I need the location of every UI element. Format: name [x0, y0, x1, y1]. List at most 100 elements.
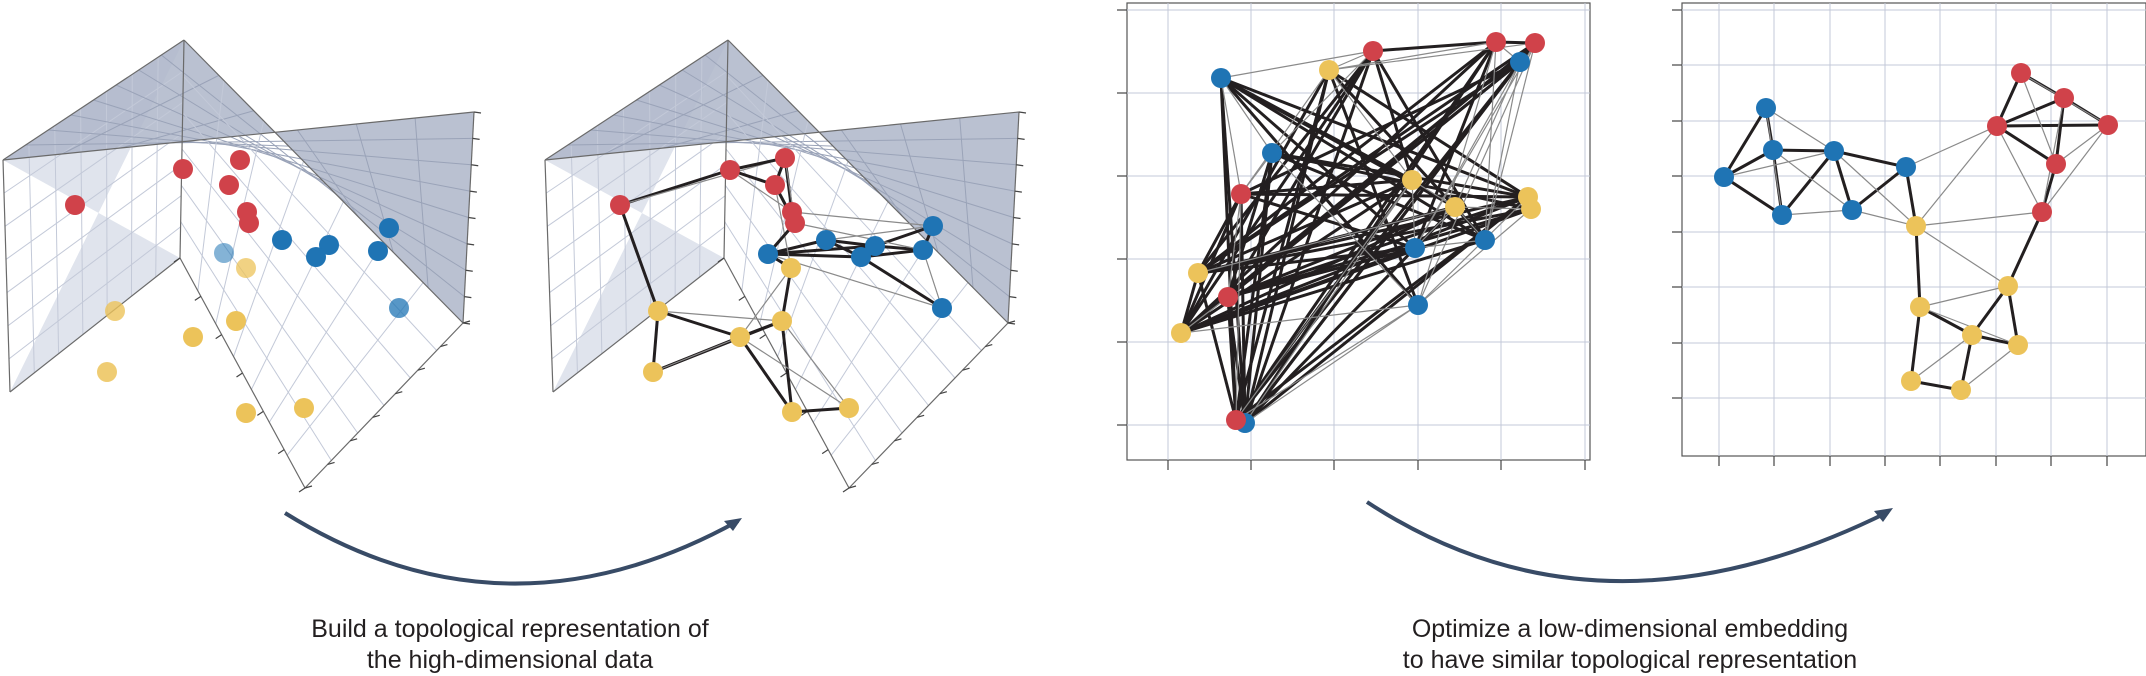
grid-line [180, 185, 359, 434]
thick-edge [1996, 124, 2057, 166]
axis-tick [871, 461, 879, 466]
thin-edge [1833, 150, 1917, 227]
blue-point [1756, 98, 1776, 118]
yellow-point [294, 398, 314, 418]
axis-tick [985, 343, 993, 348]
thick-edge [1996, 123, 2109, 128]
thick-edge [1197, 195, 1529, 275]
blue-point [214, 243, 234, 263]
thin-edge [1244, 304, 1419, 424]
grid-line [54, 125, 60, 354]
red-point [239, 213, 259, 233]
grid-line [649, 91, 652, 316]
blue-point [389, 298, 409, 318]
blue-point [851, 247, 871, 267]
left-arrow-head [724, 518, 742, 531]
thick-edge [1243, 69, 1331, 424]
axis-tick [894, 438, 902, 442]
thick-edge [1227, 195, 1529, 299]
thick-edge [1197, 178, 1413, 275]
axis-tick [738, 295, 746, 301]
axis-tick [257, 410, 264, 416]
yellow-point [1910, 297, 1930, 317]
thick-edge [1180, 178, 1413, 335]
blue-point [1408, 295, 1428, 315]
blue-point [319, 235, 339, 255]
axis-tick [465, 269, 473, 272]
axis-tick [916, 414, 925, 418]
thick-edge [1909, 306, 1922, 382]
back-wall [545, 40, 1019, 323]
thick-edge [1832, 150, 1854, 211]
axis-tick [1010, 269, 1018, 272]
axis-tick [395, 391, 403, 395]
axis-edge [544, 39, 729, 161]
blue-point [1824, 141, 1844, 161]
panel-2d-optimized-embedding [1672, 2, 2146, 466]
yellow-point [839, 398, 859, 418]
thin-edge [739, 267, 792, 338]
thin-edge [2055, 124, 2109, 165]
thin-edge [922, 249, 943, 309]
right-arrow-curve [1365, 500, 1889, 583]
yellow-point [236, 403, 256, 423]
grid-line [674, 74, 677, 297]
yellow-point [1962, 325, 1982, 345]
axis-tick [327, 461, 335, 466]
grid-line [4, 101, 184, 227]
axis-tick [298, 487, 306, 493]
thick-edge [767, 244, 876, 256]
thin-edge [1414, 61, 1521, 249]
grid-line [547, 101, 728, 227]
yellow-point [1901, 371, 1921, 391]
red-point [2046, 154, 2066, 174]
thin-edge [1915, 125, 1998, 227]
thick-edge [1780, 150, 1836, 216]
red-point [219, 175, 239, 195]
yellow-point [772, 311, 792, 331]
thin-edge [1220, 77, 1242, 195]
yellow-point [236, 258, 256, 278]
thin-edge [1235, 193, 1242, 421]
axis-tick [464, 296, 472, 299]
thin-edge [1765, 107, 1835, 152]
grid-line [93, 99, 469, 218]
thin-edge [619, 157, 786, 206]
axis-tick [467, 243, 475, 246]
yellow-point [782, 402, 802, 422]
axis-edge [723, 39, 729, 259]
thin-edge [1484, 41, 1497, 241]
thin-edge [1910, 334, 1973, 382]
grid-line [155, 57, 159, 278]
yellow-point [648, 301, 668, 321]
thin-edge [1411, 179, 1416, 249]
axis-edge [183, 39, 464, 324]
thin-edge [1235, 304, 1419, 421]
axis-tick [1012, 243, 1020, 246]
thin-edge [1414, 239, 1486, 249]
yellow-point [781, 258, 801, 278]
grid-line [681, 69, 1012, 271]
red-point [720, 160, 740, 180]
thick-edge [1197, 207, 1532, 275]
thick-edge [1197, 246, 1416, 275]
thick-edge [1243, 50, 1375, 424]
yellow-point [1319, 60, 1339, 80]
axis-tick [842, 487, 850, 493]
thick-edge [1179, 193, 1243, 334]
thick-edge [1271, 151, 1529, 199]
blue-point [1772, 205, 1792, 225]
thick-edge [1226, 152, 1274, 298]
thick-edge [1180, 246, 1416, 335]
red-point [1486, 32, 1506, 52]
thin-edge [1328, 69, 1413, 181]
axis-edge [544, 111, 1020, 161]
blue-point [923, 216, 943, 236]
thin-edge [739, 336, 850, 409]
red-point [775, 148, 795, 168]
thin-edge [1240, 69, 1330, 195]
thick-edge [1196, 193, 1243, 274]
blue-point [1896, 157, 1916, 177]
axis-tick [1007, 322, 1016, 325]
grid-line [250, 201, 344, 390]
